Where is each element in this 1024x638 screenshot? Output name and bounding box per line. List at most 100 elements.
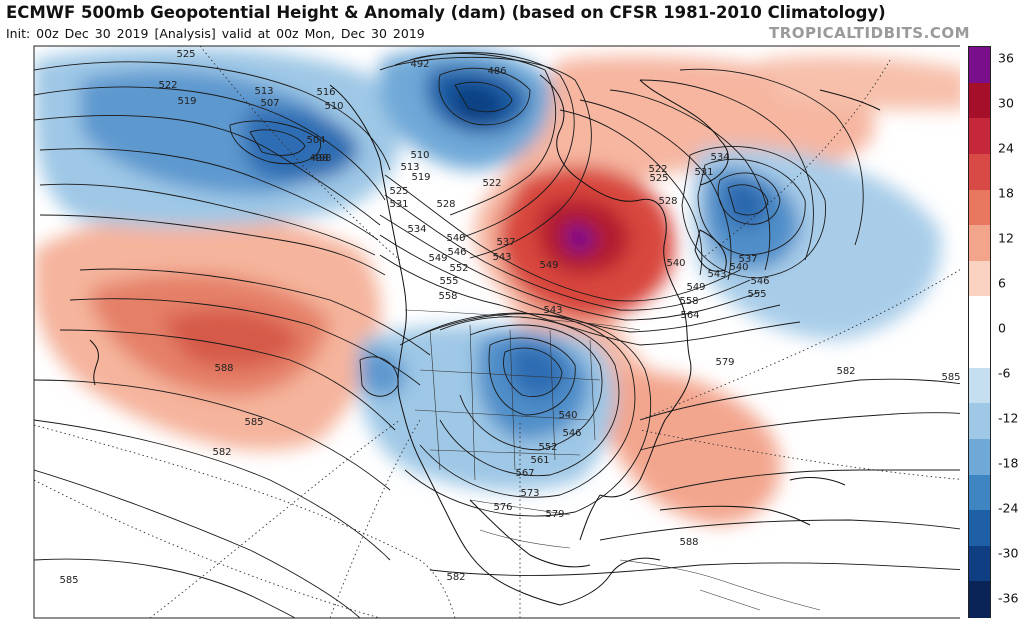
- contour-label: 546: [447, 247, 466, 258]
- contour-label: 576: [493, 502, 512, 513]
- map-title: ECMWF 500mb Geopotential Height & Anomal…: [6, 3, 886, 22]
- contour-label: 519: [177, 96, 196, 107]
- colorbar-tick-label: 0: [998, 320, 1006, 336]
- contour-label: 585: [244, 417, 263, 428]
- contour-label: 579: [715, 357, 734, 368]
- contour-label: 549: [539, 260, 558, 271]
- contour-label: 492: [410, 59, 429, 70]
- colorbar-segment: [969, 118, 990, 155]
- contour-label: 528: [658, 196, 677, 207]
- colorbar-tick-label: 12: [998, 230, 1014, 246]
- contour-label: 510: [410, 150, 429, 161]
- contour-label: 558: [679, 296, 698, 307]
- colorbar-tick-label: -18: [998, 455, 1019, 471]
- contour-label: 534: [710, 152, 729, 163]
- height-contours: [34, 52, 960, 618]
- colorbar-tick-label: -36: [998, 590, 1019, 606]
- contour-label: 558: [438, 291, 457, 302]
- colorbar-segment: [969, 225, 990, 262]
- contour-label: 498: [312, 153, 331, 164]
- colorbar-segment: [969, 260, 990, 297]
- contour-label: 561: [530, 455, 549, 466]
- colorbar-tick-label: -12: [998, 410, 1019, 426]
- contour-label: 555: [439, 276, 458, 287]
- contour-label: 513: [254, 86, 273, 97]
- contour-label: 585: [59, 575, 78, 586]
- contour-label: 549: [686, 282, 705, 293]
- colorbar-segment: [969, 153, 990, 190]
- contour-label: 546: [562, 428, 581, 439]
- contour-label: 537: [738, 254, 757, 265]
- contour-label: 525: [176, 49, 195, 60]
- contour-label: 588: [214, 363, 233, 374]
- coastlines: [89, 74, 881, 606]
- colorbar-segment: [969, 438, 990, 475]
- contour-label: 564: [680, 310, 699, 321]
- colorbar-tick-label: 30: [998, 95, 1014, 111]
- analysis-tag: [Analysis]: [154, 26, 216, 41]
- contour-label: 567: [515, 468, 534, 479]
- contour-label: 540: [729, 262, 748, 273]
- contour-label: 546: [750, 276, 769, 287]
- contour-label: 513: [400, 162, 419, 173]
- contour-label: 525: [389, 186, 408, 197]
- contour-label: 507: [260, 98, 279, 109]
- contour-label: 531: [694, 167, 713, 178]
- colorbar-segment: [969, 82, 990, 119]
- contour-label: 579: [545, 509, 564, 520]
- contour-label: 486: [487, 66, 506, 77]
- contour-label: 588: [679, 537, 698, 548]
- colorbar-segment: [969, 47, 990, 84]
- contour-label: 543: [707, 269, 726, 280]
- contour-label: 522: [482, 178, 501, 189]
- contour-label: 498: [309, 153, 328, 164]
- colorbar-tick-label: -30: [998, 545, 1019, 561]
- contour-label: 510: [324, 101, 343, 112]
- colorbar-segment: [969, 332, 990, 369]
- colorbar: [968, 46, 991, 618]
- contour-label: 540: [446, 233, 465, 244]
- contour-label: 585: [941, 372, 960, 383]
- anomaly-map: 5255225195135075165104924864985045105135…: [33, 45, 960, 619]
- anomaly-shading: [34, 46, 960, 525]
- political-borders: [404, 309, 821, 611]
- contour-label: 525: [649, 173, 668, 184]
- contour-label: 522: [648, 164, 667, 175]
- contour-label: 552: [538, 442, 557, 453]
- contour-label: 543: [543, 305, 562, 316]
- contour-label: 516: [316, 87, 335, 98]
- contour-label: 519: [411, 172, 430, 183]
- init-time: Init: 00z Dec 30 2019: [6, 26, 149, 41]
- colorbar-segment: [969, 545, 990, 582]
- colorbar-segment: [969, 367, 990, 404]
- map-frame: [33, 45, 960, 619]
- colorbar-tick-label: 18: [998, 185, 1014, 201]
- contour-label: 582: [212, 447, 231, 458]
- map-subtitle: Init: 00z Dec 30 2019 [Analysis] valid a…: [6, 26, 425, 41]
- brand-watermark: TROPICALTIDBITS.COM: [769, 24, 970, 42]
- contour-label: 582: [446, 572, 465, 583]
- contour-label: 582: [836, 366, 855, 377]
- colorbar-tick-label: -24: [998, 500, 1019, 516]
- contour-label: 522: [158, 80, 177, 91]
- contour-label: 528: [436, 199, 455, 210]
- contour-label: 549: [428, 253, 447, 264]
- contour-label: 531: [389, 199, 408, 210]
- colorbar-segment: [969, 296, 990, 333]
- colorbar-tick-label: -6: [998, 365, 1011, 381]
- contour-label: 540: [666, 258, 685, 269]
- contour-label: 543: [492, 252, 511, 263]
- contour-label: 552: [449, 263, 468, 274]
- colorbar-segment: [969, 474, 990, 511]
- colorbar-segment: [969, 510, 990, 547]
- contour-label: 555: [747, 289, 766, 300]
- contour-label: 534: [407, 224, 426, 235]
- valid-time: valid at 00z Mon, Dec 30 2019: [221, 26, 425, 41]
- colorbar-segment: [969, 403, 990, 440]
- colorbar-tick-label: 24: [998, 140, 1014, 156]
- colorbar-tick-label: 6: [998, 275, 1006, 291]
- contour-label-layer: 5255225195135075165104924864985045105135…: [59, 49, 960, 586]
- colorbar-segment: [969, 581, 990, 618]
- contour-label: 573: [520, 488, 539, 499]
- colorbar-tick-label: 36: [998, 50, 1014, 66]
